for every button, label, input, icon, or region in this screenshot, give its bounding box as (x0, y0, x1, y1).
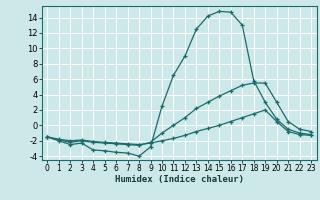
X-axis label: Humidex (Indice chaleur): Humidex (Indice chaleur) (115, 175, 244, 184)
